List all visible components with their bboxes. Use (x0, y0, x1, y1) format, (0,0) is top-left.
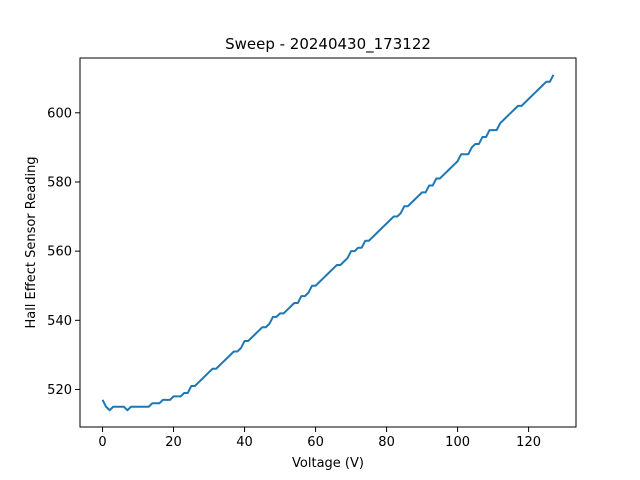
x-tick-label: 100 (445, 435, 470, 450)
y-tick-label: 520 (47, 383, 72, 398)
x-tick-label: 20 (165, 435, 182, 450)
y-tick-label: 540 (47, 314, 72, 329)
x-tick-label: 80 (378, 435, 395, 450)
x-tick-label: 40 (236, 435, 253, 450)
x-axis-ticks: 0 20 40 60 80 100 120 (98, 427, 541, 450)
y-axis-ticks: 520 540 560 580 600 (47, 106, 80, 398)
y-axis-label: Hall Effect Sensor Reading (24, 156, 39, 328)
y-tick-label: 560 (47, 245, 72, 260)
plot-area (101, 74, 555, 412)
chart-title: Sweep - 20240430_173122 (225, 35, 431, 54)
x-tick-label: 120 (516, 435, 541, 450)
axes-frame (79, 57, 577, 428)
series-line-0 (101, 74, 555, 412)
x-tick-label: 0 (98, 435, 106, 450)
y-tick-label: 580 (47, 175, 72, 190)
x-axis-label: Voltage (V) (292, 456, 364, 471)
y-tick-label: 600 (47, 106, 72, 121)
x-tick-label: 60 (307, 435, 324, 450)
